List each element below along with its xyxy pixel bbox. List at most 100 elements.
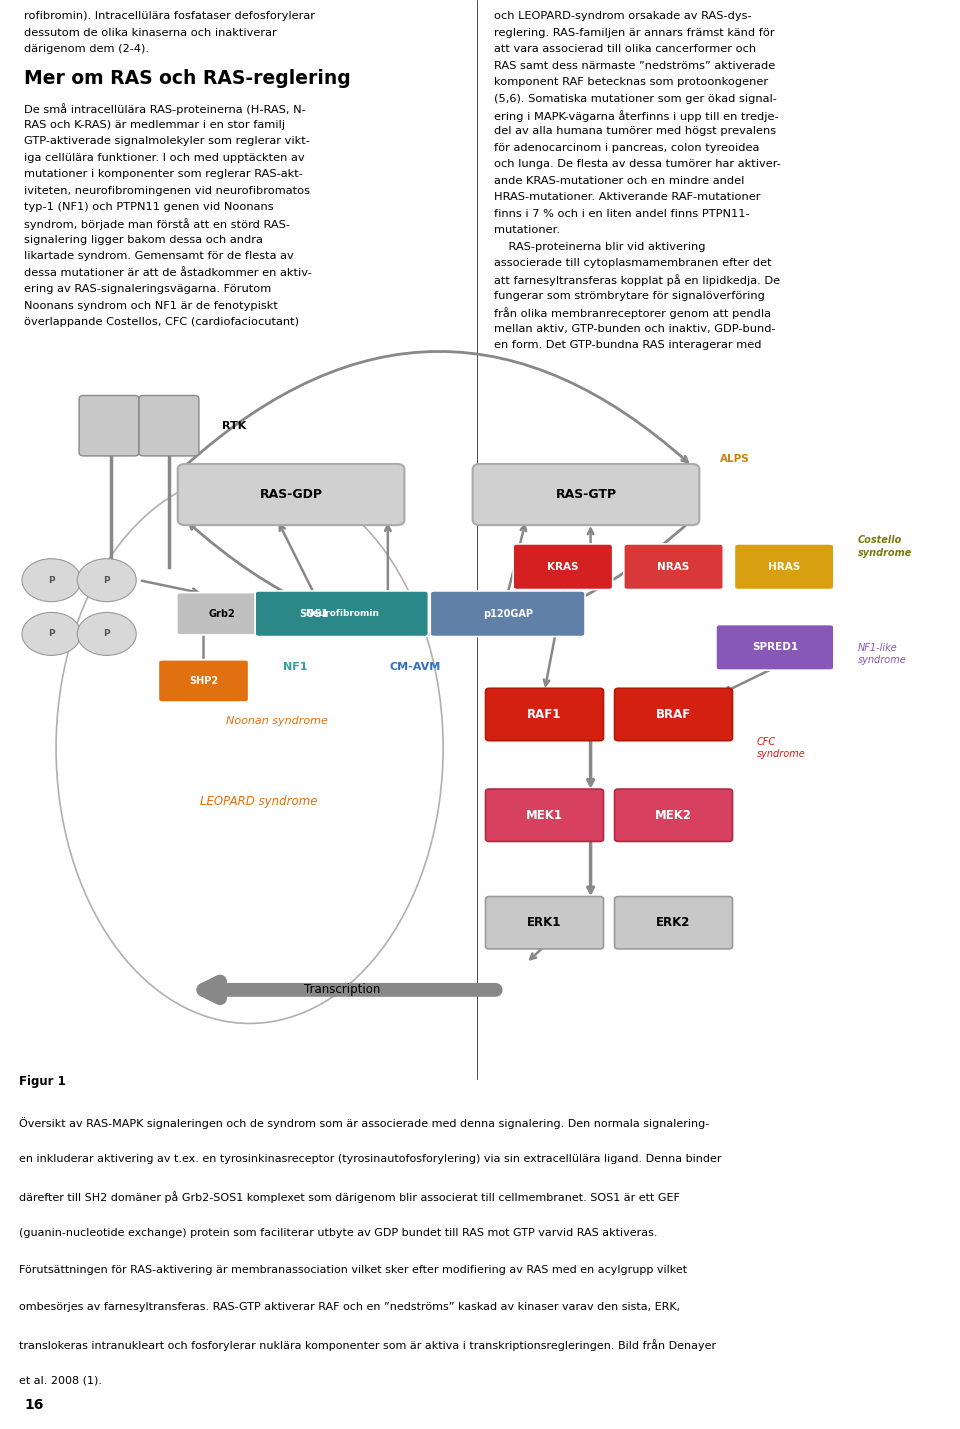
FancyBboxPatch shape <box>255 592 428 636</box>
Text: en form. Det GTP-bundna RAS interagerar med: en form. Det GTP-bundna RAS interagerar … <box>494 340 762 350</box>
Text: RTK: RTK <box>222 420 246 430</box>
Text: RAS-GDP: RAS-GDP <box>259 487 323 500</box>
Text: SPRED1: SPRED1 <box>752 643 798 652</box>
Text: överlappande Costellos, CFC (cardiofaciocutant): överlappande Costellos, CFC (cardiofacio… <box>24 317 299 327</box>
Circle shape <box>77 613 136 656</box>
Text: De små intracellülära RAS-proteinerna (H-RAS, N-: De små intracellülära RAS-proteinerna (H… <box>24 103 305 116</box>
Text: därefter till SH2 domäner på Grb2-SOS1 komplexet som därigenom blir associerat t: därefter till SH2 domäner på Grb2-SOS1 k… <box>19 1190 680 1203</box>
Text: RAS-GTP: RAS-GTP <box>556 487 616 500</box>
Text: en inkluderar aktivering av t.ex. en tyrosinkinasreceptor (tyrosinautofosforyler: en inkluderar aktivering av t.ex. en tyr… <box>19 1153 722 1163</box>
Text: Grb2: Grb2 <box>208 609 235 619</box>
FancyBboxPatch shape <box>472 464 699 524</box>
Text: ALPS: ALPS <box>720 454 750 464</box>
Ellipse shape <box>56 473 444 1023</box>
Text: 16: 16 <box>24 1398 43 1412</box>
Text: komponent RAF betecknas som protoonkogener: komponent RAF betecknas som protoonkogen… <box>494 77 769 87</box>
Text: MEK1: MEK1 <box>526 809 563 822</box>
Text: Noonans syndrom och NF1 är de fenotypiskt: Noonans syndrom och NF1 är de fenotypisk… <box>24 300 277 310</box>
FancyBboxPatch shape <box>614 689 732 740</box>
FancyBboxPatch shape <box>177 593 267 634</box>
FancyBboxPatch shape <box>139 396 199 456</box>
Text: från olika membranreceptorer genom att pendla: från olika membranreceptorer genom att p… <box>494 307 772 319</box>
FancyBboxPatch shape <box>269 593 359 634</box>
Text: HRAS-mutationer. Aktiverande RAF-mutationer: HRAS-mutationer. Aktiverande RAF-mutatio… <box>494 191 761 201</box>
Text: HRAS: HRAS <box>768 562 801 572</box>
Text: att vara associerad till olika cancerformer och: att vara associerad till olika cancerfor… <box>494 44 756 54</box>
Text: iga cellülära funktioner. I och med upptäckten av: iga cellülära funktioner. I och med uppt… <box>24 153 304 163</box>
Text: signalering ligger bakom dessa och andra: signalering ligger bakom dessa och andra <box>24 234 263 244</box>
Text: Översikt av RAS-MAPK signaleringen och de syndrom som är associerade med denna s: Översikt av RAS-MAPK signaleringen och d… <box>19 1117 709 1129</box>
Text: RAS-proteinerna blir vid aktivering: RAS-proteinerna blir vid aktivering <box>494 242 706 252</box>
Text: mellan aktiv, GTP-bunden och inaktiv, GDP-bund-: mellan aktiv, GTP-bunden och inaktiv, GD… <box>494 323 776 333</box>
Text: Förutsättningen för RAS-aktivering är membranassociation vilket sker efter modif: Förutsättningen för RAS-aktivering är me… <box>19 1265 687 1275</box>
Text: GTP-aktiverade signalmolekyler som reglerar vikt-: GTP-aktiverade signalmolekyler som regle… <box>24 136 310 146</box>
Text: Neurofibromin: Neurofibromin <box>304 609 379 619</box>
Text: (5,6). Somatiska mutationer som ger ökad signal-: (5,6). Somatiska mutationer som ger ökad… <box>494 93 778 103</box>
Text: och lunga. De flesta av dessa tumörer har aktiver-: och lunga. De flesta av dessa tumörer ha… <box>494 159 781 169</box>
Text: fungerar som strömbrytare för signalöverföring: fungerar som strömbrytare för signalöver… <box>494 290 765 300</box>
FancyBboxPatch shape <box>734 544 834 590</box>
Text: typ-1 (NF1) och PTPN11 genen vid Noonans: typ-1 (NF1) och PTPN11 genen vid Noonans <box>24 201 274 211</box>
Text: likartade syndrom. Gemensamt för de flesta av: likartade syndrom. Gemensamt för de fles… <box>24 252 294 262</box>
Text: Mer om RAS och RAS-reglering: Mer om RAS och RAS-reglering <box>24 69 350 89</box>
Text: Transcription: Transcription <box>303 983 380 996</box>
Text: att farnesyltransferas kopplat på en lipidkedja. De: att farnesyltransferas kopplat på en lip… <box>494 274 780 286</box>
Text: mutationer.: mutationer. <box>494 224 561 234</box>
Text: del av alla humana tumörer med högst prevalens: del av alla humana tumörer med högst pre… <box>494 126 777 136</box>
FancyBboxPatch shape <box>624 544 723 590</box>
Text: P: P <box>48 576 55 584</box>
Text: mutationer i komponenter som reglerar RAS-akt-: mutationer i komponenter som reglerar RA… <box>24 169 302 179</box>
Text: SOS1: SOS1 <box>300 609 328 619</box>
Circle shape <box>22 559 81 602</box>
Circle shape <box>22 613 81 656</box>
FancyBboxPatch shape <box>178 464 404 524</box>
Text: BRAF: BRAF <box>656 707 691 722</box>
Text: p120GAP: p120GAP <box>483 609 533 619</box>
Text: ering av RAS-signaleringsvägarna. Förutom: ering av RAS-signaleringsvägarna. Föruto… <box>24 284 272 294</box>
Text: NRAS: NRAS <box>658 562 689 572</box>
Text: associerade till cytoplasmamembranen efter det: associerade till cytoplasmamembranen eft… <box>494 257 772 267</box>
Text: RAS samt dess närmaste ”nedströms” aktiverade: RAS samt dess närmaste ”nedströms” aktiv… <box>494 60 776 70</box>
Text: finns i 7 % och i en liten andel finns PTPN11-: finns i 7 % och i en liten andel finns P… <box>494 209 750 219</box>
Text: Figur 1: Figur 1 <box>19 1075 66 1087</box>
Text: SHP2: SHP2 <box>189 676 218 686</box>
FancyBboxPatch shape <box>158 660 249 702</box>
Text: RAF1: RAF1 <box>527 707 562 722</box>
Text: MEK2: MEK2 <box>655 809 692 822</box>
Text: iviteten, neurofibromingenen vid neurofibromatos: iviteten, neurofibromingenen vid neurofi… <box>24 186 310 196</box>
Text: ERK2: ERK2 <box>657 916 691 929</box>
Circle shape <box>77 559 136 602</box>
Text: rofibromin). Intracellülära fosfataser defosforylerar: rofibromin). Intracellülära fosfataser d… <box>24 11 315 21</box>
Text: dessa mutationer är att de åstadkommer en aktiv-: dessa mutationer är att de åstadkommer e… <box>24 267 312 277</box>
Text: för adenocarcinom i pancreas, colon tyreoidea: för adenocarcinom i pancreas, colon tyre… <box>494 143 759 153</box>
Text: LEOPARD syndrome: LEOPARD syndrome <box>200 796 318 809</box>
Text: translokeras intranukleart och fosforylerar nuklära komponenter som är aktiva i : translokeras intranukleart och fosforyle… <box>19 1339 716 1350</box>
Text: CM-AVM: CM-AVM <box>390 663 441 673</box>
Text: NF1: NF1 <box>283 663 308 673</box>
Text: RAS och K-RAS) är medlemmar i en stor familj: RAS och K-RAS) är medlemmar i en stor fa… <box>24 120 285 130</box>
FancyBboxPatch shape <box>486 896 604 949</box>
Text: Costello
syndrome: Costello syndrome <box>858 536 912 557</box>
Text: NF1-like
syndrome: NF1-like syndrome <box>858 643 906 666</box>
Text: P: P <box>104 576 110 584</box>
FancyBboxPatch shape <box>486 789 604 842</box>
Text: dessutom de olika kinaserna och inaktiverar: dessutom de olika kinaserna och inaktive… <box>24 27 276 37</box>
Text: KRAS: KRAS <box>547 562 579 572</box>
FancyBboxPatch shape <box>79 396 139 456</box>
Text: et al. 2008 (1).: et al. 2008 (1). <box>19 1376 102 1386</box>
FancyBboxPatch shape <box>614 896 732 949</box>
Text: reglering. RAS-familjen är annars främst känd för: reglering. RAS-familjen är annars främst… <box>494 27 775 37</box>
Text: ering i MAPK-vägarna återfinns i upp till en tredje-: ering i MAPK-vägarna återfinns i upp til… <box>494 110 779 121</box>
FancyBboxPatch shape <box>716 624 834 670</box>
FancyBboxPatch shape <box>514 544 612 590</box>
Text: ombesörjes av farnesyltransferas. RAS-GTP aktiverar RAF och en ”nedströms” kaska: ombesörjes av farnesyltransferas. RAS-GT… <box>19 1302 681 1312</box>
Text: CFC
syndrome: CFC syndrome <box>756 737 805 759</box>
Text: P: P <box>48 629 55 639</box>
FancyBboxPatch shape <box>430 592 585 636</box>
Text: därigenom dem (2-4).: därigenom dem (2-4). <box>24 44 149 54</box>
FancyBboxPatch shape <box>614 789 732 842</box>
Text: Noonan syndrome: Noonan syndrome <box>227 716 328 726</box>
Text: ERK1: ERK1 <box>527 916 562 929</box>
Text: P: P <box>104 629 110 639</box>
Text: och LEOPARD-syndrom orsakade av RAS-dys-: och LEOPARD-syndrom orsakade av RAS-dys- <box>494 11 752 21</box>
